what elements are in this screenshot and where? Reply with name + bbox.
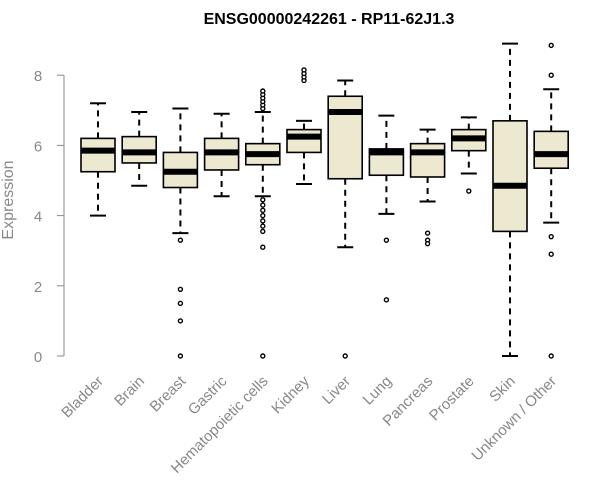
box-iqr bbox=[80, 137, 116, 173]
outlier-point bbox=[466, 188, 472, 194]
y-tick-label: 8 bbox=[34, 68, 42, 85]
box-kidney bbox=[286, 67, 322, 186]
box-unknown-other bbox=[533, 42, 570, 359]
box-bladder bbox=[80, 102, 116, 217]
x-tick-label: Prostate bbox=[426, 373, 478, 425]
boxes bbox=[80, 42, 570, 359]
outlier-point bbox=[424, 230, 431, 236]
box-iqr bbox=[286, 128, 322, 154]
outlier-point bbox=[383, 297, 390, 303]
y-axis: 0 2 4 6 8 bbox=[34, 68, 65, 366]
outlier-point bbox=[177, 286, 184, 293]
box-skin bbox=[492, 42, 528, 357]
outlier-point bbox=[548, 251, 554, 257]
box-lung bbox=[368, 114, 405, 303]
x-tick-label: Breast bbox=[147, 372, 190, 415]
x-tick-label: Skin bbox=[486, 373, 519, 406]
x-tick-label: Kidney bbox=[268, 372, 313, 417]
outlier-point bbox=[177, 318, 184, 324]
outlier-point bbox=[301, 67, 307, 73]
box-iqr bbox=[327, 95, 364, 180]
outlier-point bbox=[260, 88, 266, 94]
outlier-point bbox=[260, 223, 266, 229]
x-tick-label: Bladder bbox=[58, 373, 107, 422]
outlier-point bbox=[177, 300, 184, 307]
box-iqr bbox=[492, 120, 528, 233]
box-pancreas bbox=[409, 128, 446, 247]
box-brain bbox=[121, 111, 157, 187]
outlier-point bbox=[548, 233, 554, 240]
box-liver bbox=[327, 79, 364, 359]
outlier-point bbox=[260, 353, 266, 359]
y-axis-label: Expression bbox=[0, 160, 17, 239]
outlier-point bbox=[260, 218, 266, 224]
outlier-point bbox=[260, 197, 266, 203]
box-iqr bbox=[409, 142, 446, 178]
y-tick-label: 4 bbox=[34, 209, 42, 226]
outlier-point bbox=[548, 72, 554, 78]
outlier-point bbox=[260, 207, 266, 214]
box-hematopoietic-cells bbox=[245, 88, 281, 359]
x-tick-label: Liver bbox=[319, 373, 354, 408]
y-tick-label: 6 bbox=[34, 138, 42, 155]
y-tick-label: 2 bbox=[34, 279, 42, 296]
chart-title: ENSG00000242261 - RP11-62J1.3 bbox=[204, 11, 455, 28]
outlier-point bbox=[260, 244, 266, 250]
outlier-point bbox=[548, 42, 554, 49]
x-tick-label: Lung bbox=[360, 373, 396, 409]
outlier-point bbox=[260, 228, 266, 235]
outlier-point bbox=[260, 202, 266, 208]
outlier-point bbox=[383, 237, 390, 243]
y-tick-label: 0 bbox=[34, 349, 42, 366]
outlier-point bbox=[177, 237, 184, 243]
outlier-point bbox=[177, 353, 184, 359]
outlier-point bbox=[260, 212, 266, 219]
outlier-point bbox=[342, 353, 348, 359]
outlier-point bbox=[548, 353, 554, 359]
x-tick-label: Brain bbox=[111, 373, 148, 410]
box-prostate bbox=[450, 116, 487, 194]
box-breast bbox=[162, 107, 199, 359]
box-gastric bbox=[203, 112, 240, 198]
box-iqr bbox=[533, 130, 570, 170]
outlier-point bbox=[424, 240, 431, 247]
